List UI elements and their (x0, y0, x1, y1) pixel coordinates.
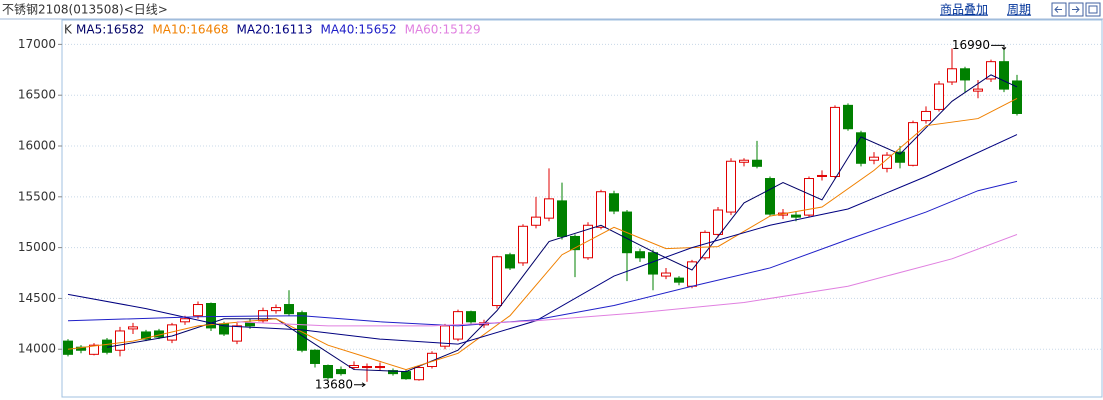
candle-body (180, 318, 190, 323)
ma-line (236, 234, 1018, 327)
candle-body (791, 214, 801, 218)
candle-body (323, 364, 333, 379)
candle-body (752, 159, 762, 167)
candle-body (492, 256, 502, 307)
y-tick-label: 15000 (18, 240, 56, 254)
candle-body (63, 340, 73, 355)
candle-body (934, 83, 944, 110)
candle-body (986, 61, 996, 80)
candle-body (336, 369, 346, 375)
candle-body (609, 193, 619, 212)
ma-line (67, 180, 1018, 327)
candle-body (674, 277, 684, 283)
top-bar (0, 0, 1103, 19)
ma-line (67, 98, 1018, 371)
y-tick-label: 16500 (18, 88, 56, 102)
candle-body (635, 251, 645, 259)
y-tick-label: 15500 (18, 189, 56, 203)
candle-body (89, 344, 99, 355)
icon-left[interactable] (1051, 2, 1067, 17)
icon-expand[interactable] (1085, 2, 1101, 17)
candle-body (557, 200, 567, 237)
candle-body (401, 371, 411, 380)
candle-body (596, 191, 606, 228)
candle-body (206, 303, 216, 329)
icon-expand-box (1088, 5, 1098, 14)
candle-body (245, 322, 255, 327)
candle-body (999, 61, 1009, 90)
candle-body (544, 198, 554, 219)
y-tick-label: 16000 (18, 139, 56, 153)
candle-body (505, 254, 515, 269)
nav-icons[interactable] (1051, 2, 1101, 17)
candle-body (141, 331, 151, 340)
max-arrow (991, 44, 1007, 51)
candle-body (271, 307, 281, 312)
candle-body (1012, 80, 1022, 114)
candle-body (518, 225, 528, 264)
candle-body (830, 106, 840, 177)
candle-body (193, 304, 203, 317)
y-tick-label: 17000 (18, 37, 56, 51)
legend-entry: MA60:15129 (405, 23, 481, 37)
candle-body (570, 235, 580, 251)
candle-body (388, 370, 398, 375)
plot-border (61, 19, 1103, 398)
icon-left-arrow (1054, 6, 1062, 13)
legend-entry: MA10:16468 (152, 23, 228, 37)
legend-entry: MA20:16113 (236, 23, 312, 37)
candle-body (765, 178, 775, 215)
kline-label: K (64, 23, 73, 37)
candle-body (817, 174, 827, 177)
candle-body (921, 110, 931, 122)
candle-body (713, 209, 723, 235)
candle-body (739, 159, 749, 163)
candle-body (973, 88, 983, 92)
candle-body (440, 325, 450, 347)
icon-right-arrow (1072, 6, 1080, 13)
candle-body (115, 330, 125, 351)
candle-body (414, 367, 424, 381)
icon-right[interactable] (1068, 2, 1084, 17)
candle-body (128, 326, 138, 330)
candle-body (895, 151, 905, 163)
candle-body (466, 311, 476, 323)
candle-body (726, 160, 736, 213)
period-button[interactable]: 周期 (1007, 3, 1031, 17)
ma-line (106, 74, 1018, 373)
overlay-button[interactable]: 商品叠加 (940, 2, 988, 17)
candle-body (375, 366, 385, 369)
candle-body (869, 156, 879, 161)
candle-body (232, 325, 242, 342)
candle-body (661, 272, 671, 277)
candle-body (362, 366, 372, 369)
legend-entry: MA5:16582 (76, 23, 144, 37)
y-tick-label: 14500 (18, 291, 56, 305)
legend-entry: MA40:15652 (321, 23, 397, 37)
candle-body (908, 122, 918, 166)
candle-body (882, 154, 892, 169)
chart-title: 不锈钢2108(013508)<日线> (2, 3, 168, 17)
candle-body (856, 132, 866, 164)
min-label: 13680 (315, 377, 353, 391)
candle-body (531, 216, 541, 226)
y-tick-label: 14000 (18, 342, 56, 356)
candle-body (947, 68, 957, 83)
candle-body (960, 68, 970, 81)
min-arrow (354, 382, 366, 388)
candle-body (284, 304, 294, 315)
candle-body (804, 178, 814, 216)
max-label: 16990 (952, 38, 990, 52)
candle-body (843, 104, 853, 130)
candle-body (310, 349, 320, 364)
